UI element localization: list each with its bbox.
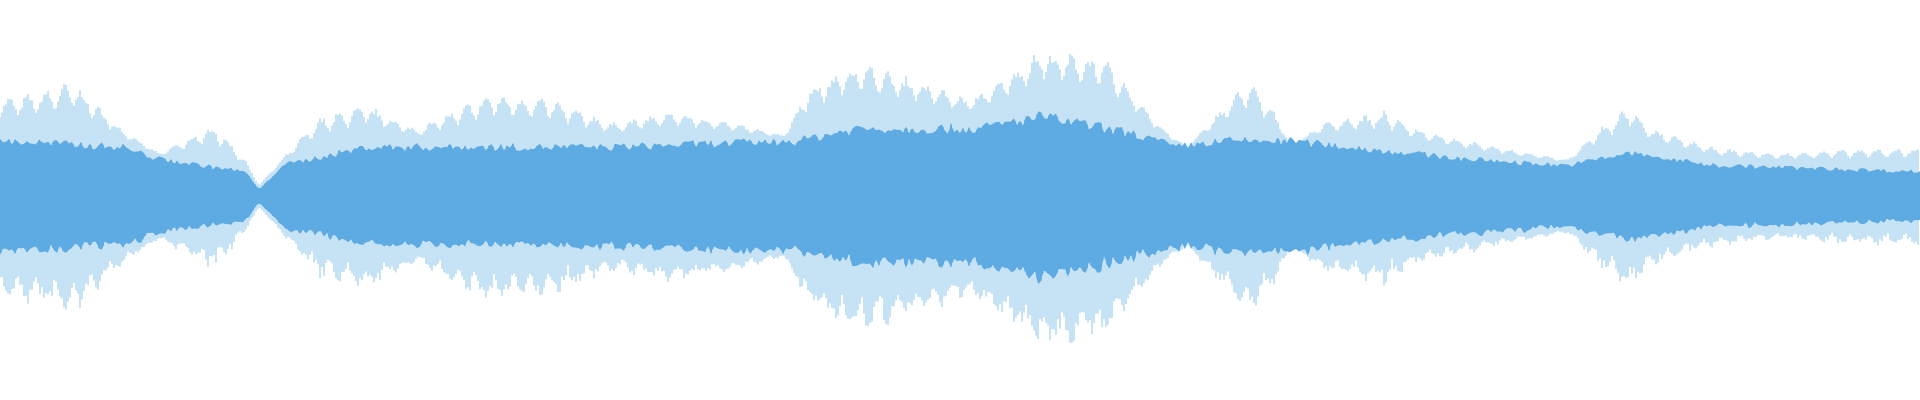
waveform-core: [0, 111, 1920, 285]
